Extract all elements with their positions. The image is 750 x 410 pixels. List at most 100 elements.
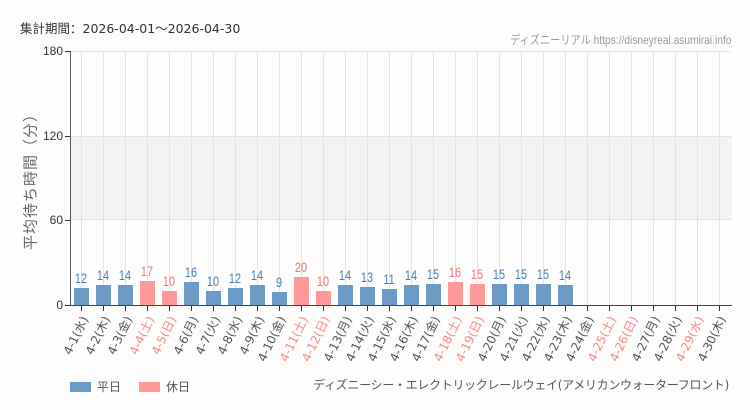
y-tick: [65, 220, 70, 221]
shaded-band: [71, 135, 732, 221]
x-tick: [367, 306, 368, 311]
bar-value-label: 14: [558, 267, 572, 284]
vertical-gridline: [345, 51, 346, 305]
weekday-bar: [249, 285, 265, 305]
y-tick-label: 0: [56, 298, 63, 312]
x-tick: [279, 306, 280, 311]
y-tick: [65, 51, 70, 52]
weekday-bar: [535, 283, 551, 305]
x-tick: [191, 306, 192, 311]
vertical-gridline: [521, 51, 522, 305]
weekday-bar: [73, 288, 89, 305]
holiday-bar: [161, 290, 177, 305]
x-tick: [499, 306, 500, 311]
weekday-bar: [117, 285, 133, 305]
x-axis-line: [70, 305, 732, 306]
y-tick: [65, 136, 70, 137]
x-tick: [521, 306, 522, 311]
vertical-gridline: [367, 51, 368, 305]
bar-value-label: 14: [96, 267, 110, 284]
x-tick: [81, 306, 82, 311]
legend-label-weekday: 平日: [97, 380, 122, 394]
bar-value-label: 14: [118, 267, 132, 284]
bar-value-label: 9: [275, 274, 283, 291]
x-tick: [323, 306, 324, 311]
vertical-gridline: [433, 51, 434, 305]
x-tick: [389, 306, 390, 311]
x-tick: [213, 306, 214, 311]
x-tick: [587, 306, 588, 311]
vertical-gridline: [719, 51, 720, 305]
x-tick: [147, 306, 148, 311]
bar-value-label: 10: [162, 272, 176, 289]
holiday-bar: [293, 276, 309, 305]
bar-value-label: 20: [294, 258, 308, 275]
x-tick: [675, 306, 676, 311]
x-tick: [125, 306, 126, 311]
vertical-gridline: [631, 51, 632, 305]
bar-value-label: 16: [448, 264, 462, 281]
vertical-gridline: [147, 51, 148, 305]
bar-value-label: 15: [470, 265, 484, 282]
x-tick: [345, 306, 346, 311]
x-tick: [653, 306, 654, 311]
vertical-gridline: [609, 51, 610, 305]
x-tick: [169, 306, 170, 311]
weekday-bar: [205, 290, 221, 305]
weekday-bar: [337, 285, 353, 305]
vertical-gridline: [81, 51, 82, 305]
bar-value-label: 13: [360, 268, 374, 285]
weekday-bar: [425, 283, 441, 305]
vertical-gridline: [697, 51, 698, 305]
weekday-bar: [491, 283, 507, 305]
legend-item-holiday: 休日: [139, 378, 190, 395]
weekday-bar: [183, 282, 199, 305]
legend: 平日 休日: [70, 378, 208, 395]
x-tick: [103, 306, 104, 311]
bar-value-label: 15: [514, 265, 528, 282]
vertical-gridline: [323, 51, 324, 305]
y-tick-label: 120: [42, 129, 63, 143]
bar-value-label: 15: [536, 265, 550, 282]
vertical-gridline: [455, 51, 456, 305]
weekday-bar: [557, 285, 573, 305]
y-axis-line: [70, 51, 71, 306]
x-tick: [719, 306, 720, 311]
x-tick: [477, 306, 478, 311]
vertical-gridline: [499, 51, 500, 305]
weekday-swatch-icon: [70, 381, 91, 392]
holiday-swatch-icon: [139, 381, 161, 392]
bar-value-label: 10: [316, 272, 330, 289]
x-tick: [565, 306, 566, 311]
vertical-gridline: [169, 51, 170, 305]
bar-value-label: 12: [74, 270, 88, 287]
x-tick: [543, 306, 544, 311]
x-tick: [433, 306, 434, 311]
vertical-gridline: [235, 51, 236, 305]
y-tick-label: 180: [42, 44, 63, 58]
x-tick: [257, 306, 258, 311]
y-tick-label: 60: [49, 213, 63, 227]
bar-value-label: 11: [383, 271, 395, 288]
vertical-gridline: [301, 51, 302, 305]
bar-value-label: 14: [338, 267, 352, 284]
x-tick: [455, 306, 456, 311]
holiday-bar: [315, 290, 331, 305]
weekday-bar: [359, 286, 375, 305]
holiday-bar: [447, 282, 463, 305]
vertical-gridline: [653, 51, 654, 305]
vertical-gridline: [191, 51, 192, 305]
x-tick: [631, 306, 632, 311]
vertical-gridline: [257, 51, 258, 305]
weekday-bar: [227, 288, 243, 305]
x-tick: [697, 306, 698, 311]
weekday-bar: [271, 292, 287, 305]
vertical-gridline: [103, 51, 104, 305]
x-tick: [235, 306, 236, 311]
site-credit: ディズニーリアル https://disneyreal.asumirai.inf…: [509, 33, 731, 47]
bar-value-label: 10: [206, 272, 220, 289]
weekday-bar: [95, 285, 111, 305]
vertical-gridline: [411, 51, 412, 305]
